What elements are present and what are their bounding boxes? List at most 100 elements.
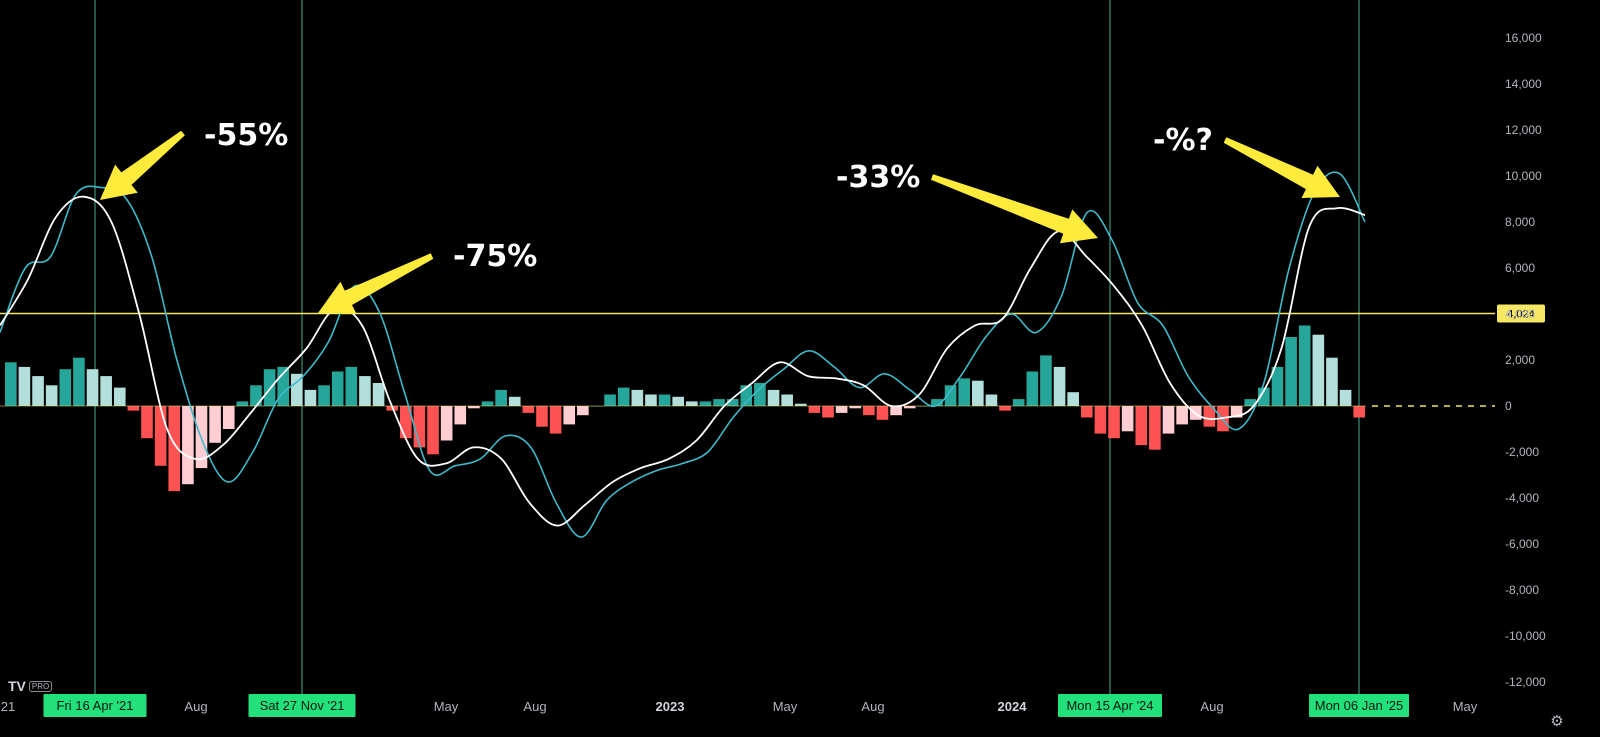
histogram-bar: [631, 389, 644, 406]
y-tick-label: -2,000: [1505, 445, 1539, 459]
fast-series-line: [0, 171, 1366, 538]
histogram-bar: [686, 401, 698, 406]
histogram-bar: [1067, 392, 1079, 406]
x-tick-label: 21: [1, 699, 15, 714]
y-tick-label: -8,000: [1505, 583, 1539, 597]
histogram-bar: [59, 369, 72, 406]
histogram-bar: [508, 396, 521, 406]
histogram-bar: [1353, 406, 1365, 418]
histogram-bar: [127, 406, 140, 411]
histogram-bar: [263, 369, 276, 406]
histogram-bar: [1026, 371, 1039, 406]
histogram-bar: [890, 406, 902, 416]
histogram-bar: [903, 406, 916, 409]
x-tick-label: 2023: [656, 699, 685, 714]
date-badge-label: Mon 15 Apr '24: [1066, 698, 1153, 713]
histogram-bar: [1149, 406, 1161, 450]
x-tick-label: May: [1453, 699, 1478, 714]
histogram-bar: [672, 396, 684, 406]
histogram-bar: [45, 385, 58, 406]
y-tick-label: 12,000: [1505, 123, 1542, 137]
y-tick-label: -12,000: [1505, 675, 1546, 689]
histogram-bar: [849, 406, 862, 409]
x-tick-label: Aug: [1200, 699, 1223, 714]
histogram-bar: [209, 406, 221, 443]
horizontal-level-badge: [1497, 304, 1545, 323]
histogram-bar: [617, 387, 630, 406]
slow-series-line: [0, 195, 1366, 527]
histogram-bar: [454, 406, 467, 425]
gear-icon[interactable]: ⚙: [1550, 712, 1564, 730]
histogram-bar: [304, 389, 317, 406]
y-tick-label: 14,000: [1505, 77, 1542, 91]
callout-arrow: [931, 174, 1098, 244]
histogram-bar: [250, 385, 262, 406]
y-tick-label: -10,000: [1505, 629, 1546, 643]
histogram-bar: [1230, 406, 1243, 418]
histogram-bar: [495, 389, 507, 406]
histogram-bar: [1053, 366, 1066, 406]
histogram-bar: [740, 385, 753, 406]
histogram-bar: [713, 399, 725, 406]
histogram-bar: [113, 387, 126, 406]
histogram-bar: [1162, 406, 1175, 434]
date-badge-label: Sat 27 Nov '21: [260, 698, 345, 713]
histogram-bar: [1258, 387, 1270, 406]
tv-logo-mark: TV: [8, 678, 26, 694]
histogram-bar: [154, 406, 167, 466]
y-tick-label: -4,000: [1505, 491, 1539, 505]
histogram-bar: [1121, 406, 1134, 432]
histogram-bar: [399, 406, 412, 439]
histogram-bar: [345, 366, 358, 406]
histogram-bar: [1203, 406, 1216, 427]
histogram-bar: [18, 366, 31, 406]
y-tick-label: 16,000: [1505, 31, 1542, 45]
y-tick-label: 6,000: [1505, 261, 1535, 275]
histogram-bar: [481, 401, 494, 406]
histogram-bar: [100, 376, 112, 406]
histogram-bar: [1012, 399, 1025, 406]
histogram-bar: [645, 394, 657, 406]
histogram-bar: [236, 401, 249, 406]
histogram-bar: [141, 406, 153, 439]
callout-label: -33%: [836, 160, 920, 195]
histogram-bar: [331, 371, 344, 406]
callout-label: -55%: [204, 118, 288, 153]
histogram-bar: [1040, 355, 1052, 406]
histogram-bar: [931, 399, 943, 406]
histogram-bar: [754, 383, 766, 406]
histogram-bar: [1080, 406, 1093, 418]
histogram-bar: [944, 385, 957, 406]
y-tick-label: -6,000: [1505, 537, 1539, 551]
histogram-bar: [291, 373, 303, 406]
histogram-bar: [999, 406, 1011, 411]
histogram-bar: [86, 369, 99, 406]
horizontal-level-value: 4,024: [1507, 308, 1535, 320]
callout-arrow: [100, 130, 185, 200]
histogram-bar: [808, 406, 821, 413]
histogram-bar: [5, 362, 17, 406]
histogram-bar: [767, 389, 780, 406]
histogram-bar: [985, 394, 998, 406]
histogram-bar: [1135, 406, 1148, 446]
histogram-bar: [822, 406, 834, 418]
x-tick-label: May: [773, 699, 798, 714]
histogram-bar: [577, 406, 589, 416]
histogram-bar: [32, 376, 44, 406]
histogram-bar: [413, 406, 426, 448]
date-badge: [1058, 694, 1162, 717]
x-tick-label: May: [434, 699, 459, 714]
y-tick-label: 10,000: [1505, 169, 1542, 183]
histogram-bar: [1244, 399, 1257, 406]
histogram-bar: [781, 394, 793, 406]
histogram-bar: [863, 406, 875, 416]
histogram-bar: [1298, 325, 1311, 406]
histogram-bar: [73, 357, 85, 406]
histogram-bar: [563, 406, 576, 425]
histogram-bar: [1312, 334, 1325, 406]
y-tick-label: 2,000: [1505, 353, 1535, 367]
histogram-bar: [972, 380, 984, 406]
histogram-bar: [658, 394, 671, 406]
histogram-bar: [277, 366, 290, 406]
